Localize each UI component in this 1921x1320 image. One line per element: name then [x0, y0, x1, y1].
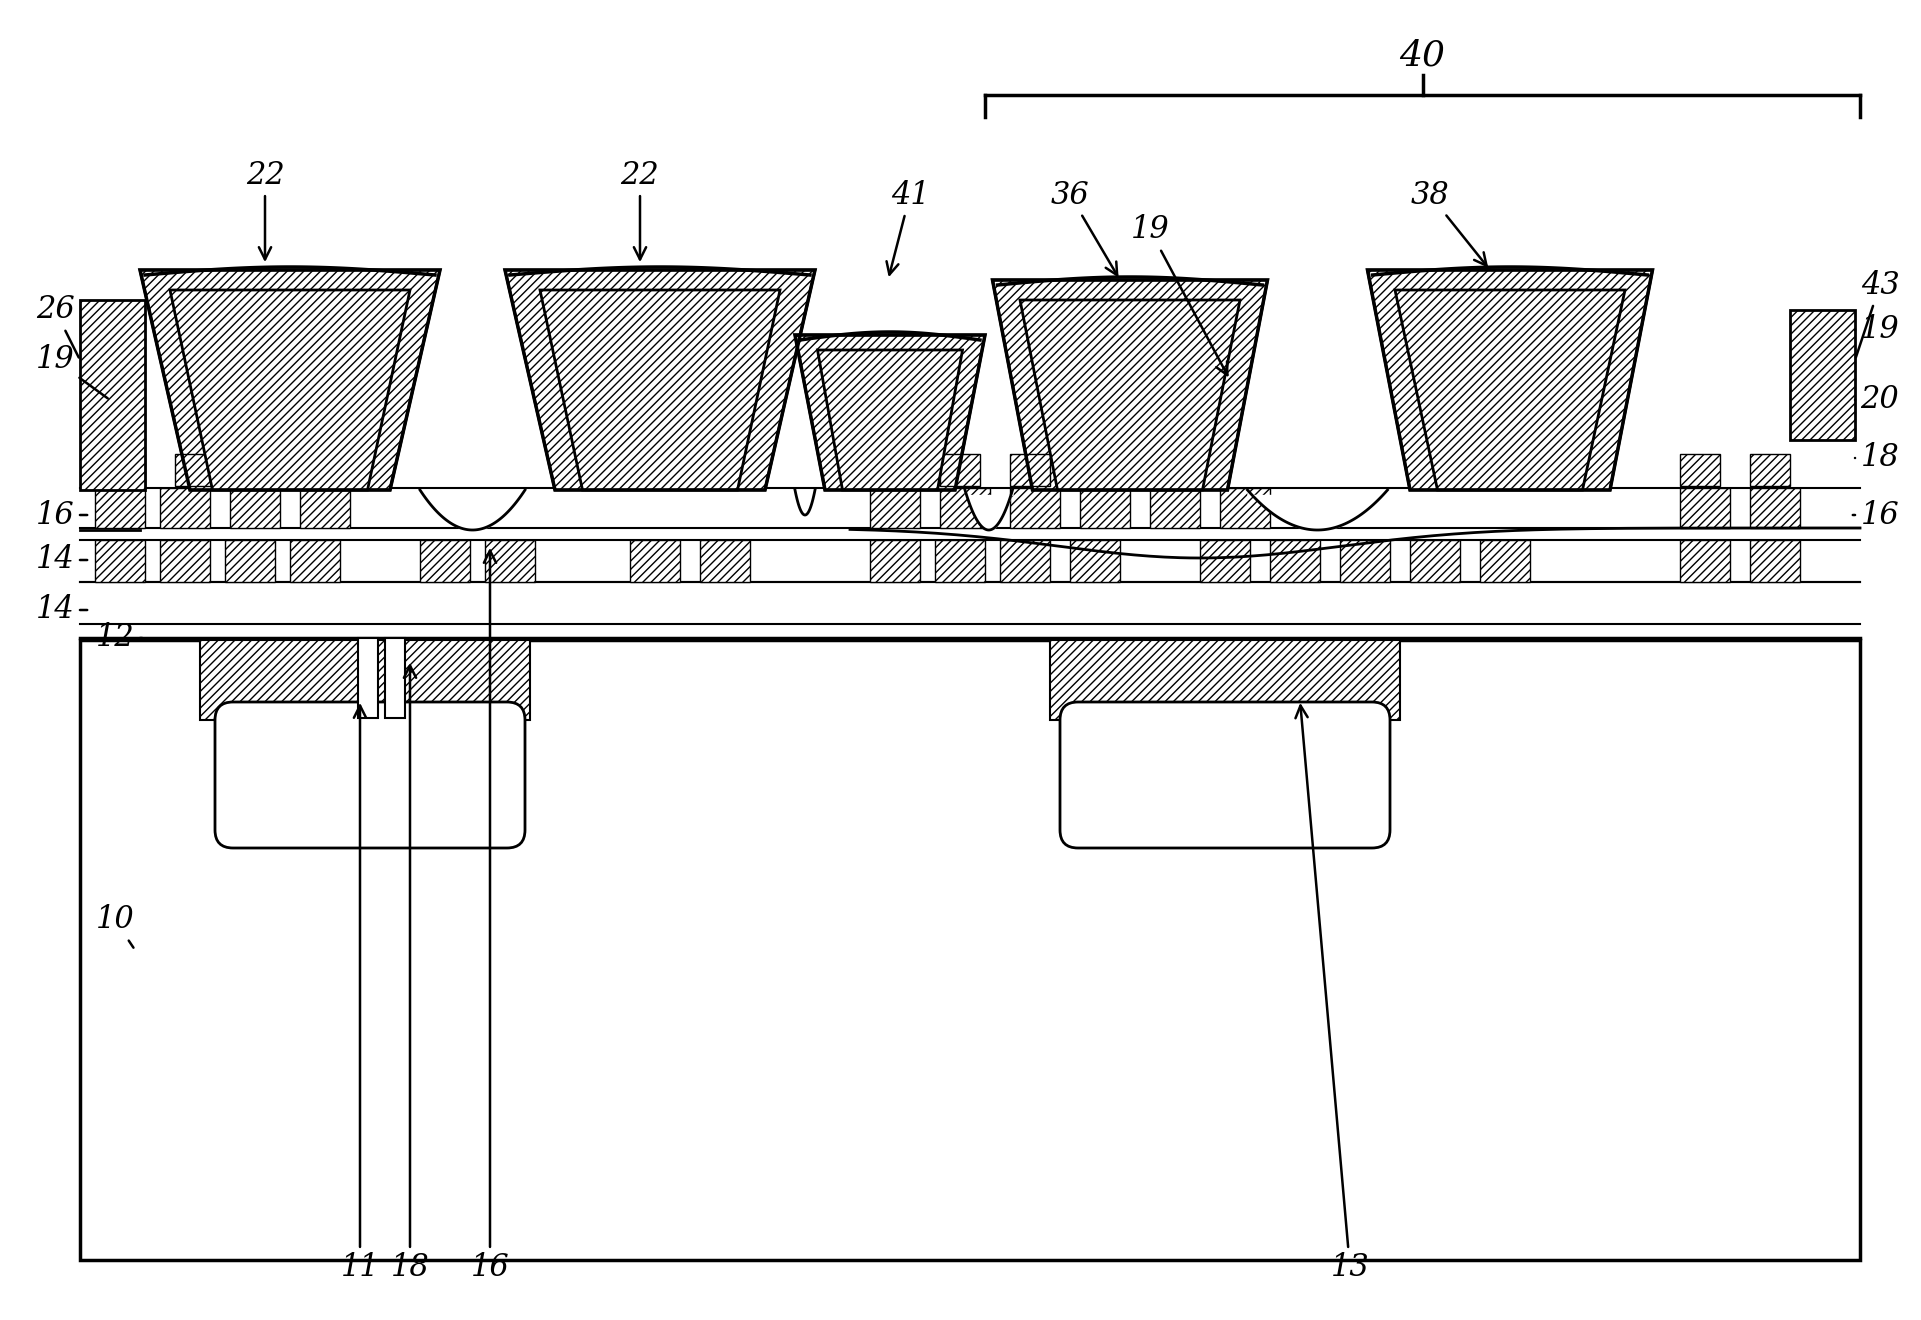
Bar: [1750, 488, 1800, 528]
Text: 19: 19: [36, 345, 108, 399]
Text: 20: 20: [1856, 384, 1900, 416]
Text: 18: 18: [390, 665, 430, 1283]
Text: 36: 36: [1051, 180, 1118, 275]
Polygon shape: [140, 271, 440, 490]
Polygon shape: [540, 290, 780, 490]
Text: 16: 16: [471, 550, 509, 1283]
Polygon shape: [1020, 300, 1239, 490]
Bar: [1790, 310, 1856, 440]
Polygon shape: [818, 350, 962, 490]
FancyBboxPatch shape: [215, 702, 524, 847]
Bar: [159, 540, 209, 582]
Bar: [1010, 454, 1051, 486]
Polygon shape: [1020, 300, 1239, 490]
Bar: [94, 488, 144, 528]
FancyBboxPatch shape: [1060, 702, 1391, 847]
Polygon shape: [1395, 290, 1625, 490]
Bar: [1479, 540, 1529, 582]
Polygon shape: [795, 335, 985, 490]
Bar: [870, 454, 911, 486]
Bar: [421, 540, 471, 582]
Bar: [870, 540, 920, 582]
Bar: [1220, 488, 1270, 528]
Polygon shape: [169, 290, 409, 490]
Polygon shape: [1368, 271, 1652, 490]
Polygon shape: [505, 271, 815, 490]
Bar: [225, 540, 275, 582]
Bar: [1151, 488, 1201, 528]
Bar: [1270, 540, 1320, 582]
Bar: [1681, 540, 1731, 582]
Bar: [939, 488, 989, 528]
Bar: [1051, 640, 1400, 719]
Text: 16: 16: [36, 499, 86, 531]
Bar: [290, 540, 340, 582]
Text: 11: 11: [340, 706, 378, 1283]
Bar: [1410, 540, 1460, 582]
Text: 14: 14: [36, 594, 86, 626]
Bar: [630, 540, 680, 582]
Polygon shape: [1395, 290, 1625, 490]
Bar: [1341, 540, 1391, 582]
Bar: [870, 488, 920, 528]
Text: 10: 10: [96, 904, 134, 948]
Bar: [175, 454, 215, 486]
Text: 13: 13: [1295, 706, 1370, 1283]
Bar: [94, 540, 144, 582]
Polygon shape: [169, 290, 409, 490]
Bar: [1151, 454, 1189, 486]
Polygon shape: [818, 350, 962, 490]
Text: 22: 22: [620, 160, 659, 260]
Polygon shape: [993, 280, 1268, 490]
Bar: [357, 638, 378, 718]
Bar: [699, 540, 749, 582]
Bar: [1750, 454, 1790, 486]
Bar: [81, 640, 1860, 1261]
Bar: [1681, 454, 1719, 486]
Text: 43: 43: [1856, 269, 1900, 358]
Text: 18: 18: [1856, 442, 1900, 474]
Text: 38: 38: [1410, 180, 1487, 265]
Text: 19: 19: [1856, 314, 1900, 346]
Text: 12: 12: [96, 623, 142, 653]
Bar: [936, 540, 985, 582]
Text: 16: 16: [1852, 499, 1900, 531]
Text: 40: 40: [1398, 38, 1445, 73]
Bar: [1001, 540, 1051, 582]
Bar: [106, 454, 144, 486]
Polygon shape: [540, 290, 780, 490]
Bar: [939, 454, 980, 486]
Bar: [231, 488, 280, 528]
Bar: [200, 640, 530, 719]
Text: 26: 26: [36, 294, 79, 358]
Bar: [300, 488, 350, 528]
Text: 14: 14: [36, 544, 86, 576]
Bar: [1080, 488, 1130, 528]
Text: 22: 22: [246, 160, 284, 260]
Bar: [81, 300, 144, 490]
Bar: [1080, 454, 1120, 486]
Bar: [1070, 540, 1120, 582]
Text: 19: 19: [1131, 214, 1228, 375]
Text: 41: 41: [888, 180, 930, 275]
Bar: [159, 488, 209, 528]
Bar: [384, 638, 405, 718]
Bar: [484, 540, 536, 582]
Bar: [1681, 488, 1731, 528]
Bar: [1010, 488, 1060, 528]
Bar: [1201, 540, 1251, 582]
Bar: [1750, 540, 1800, 582]
